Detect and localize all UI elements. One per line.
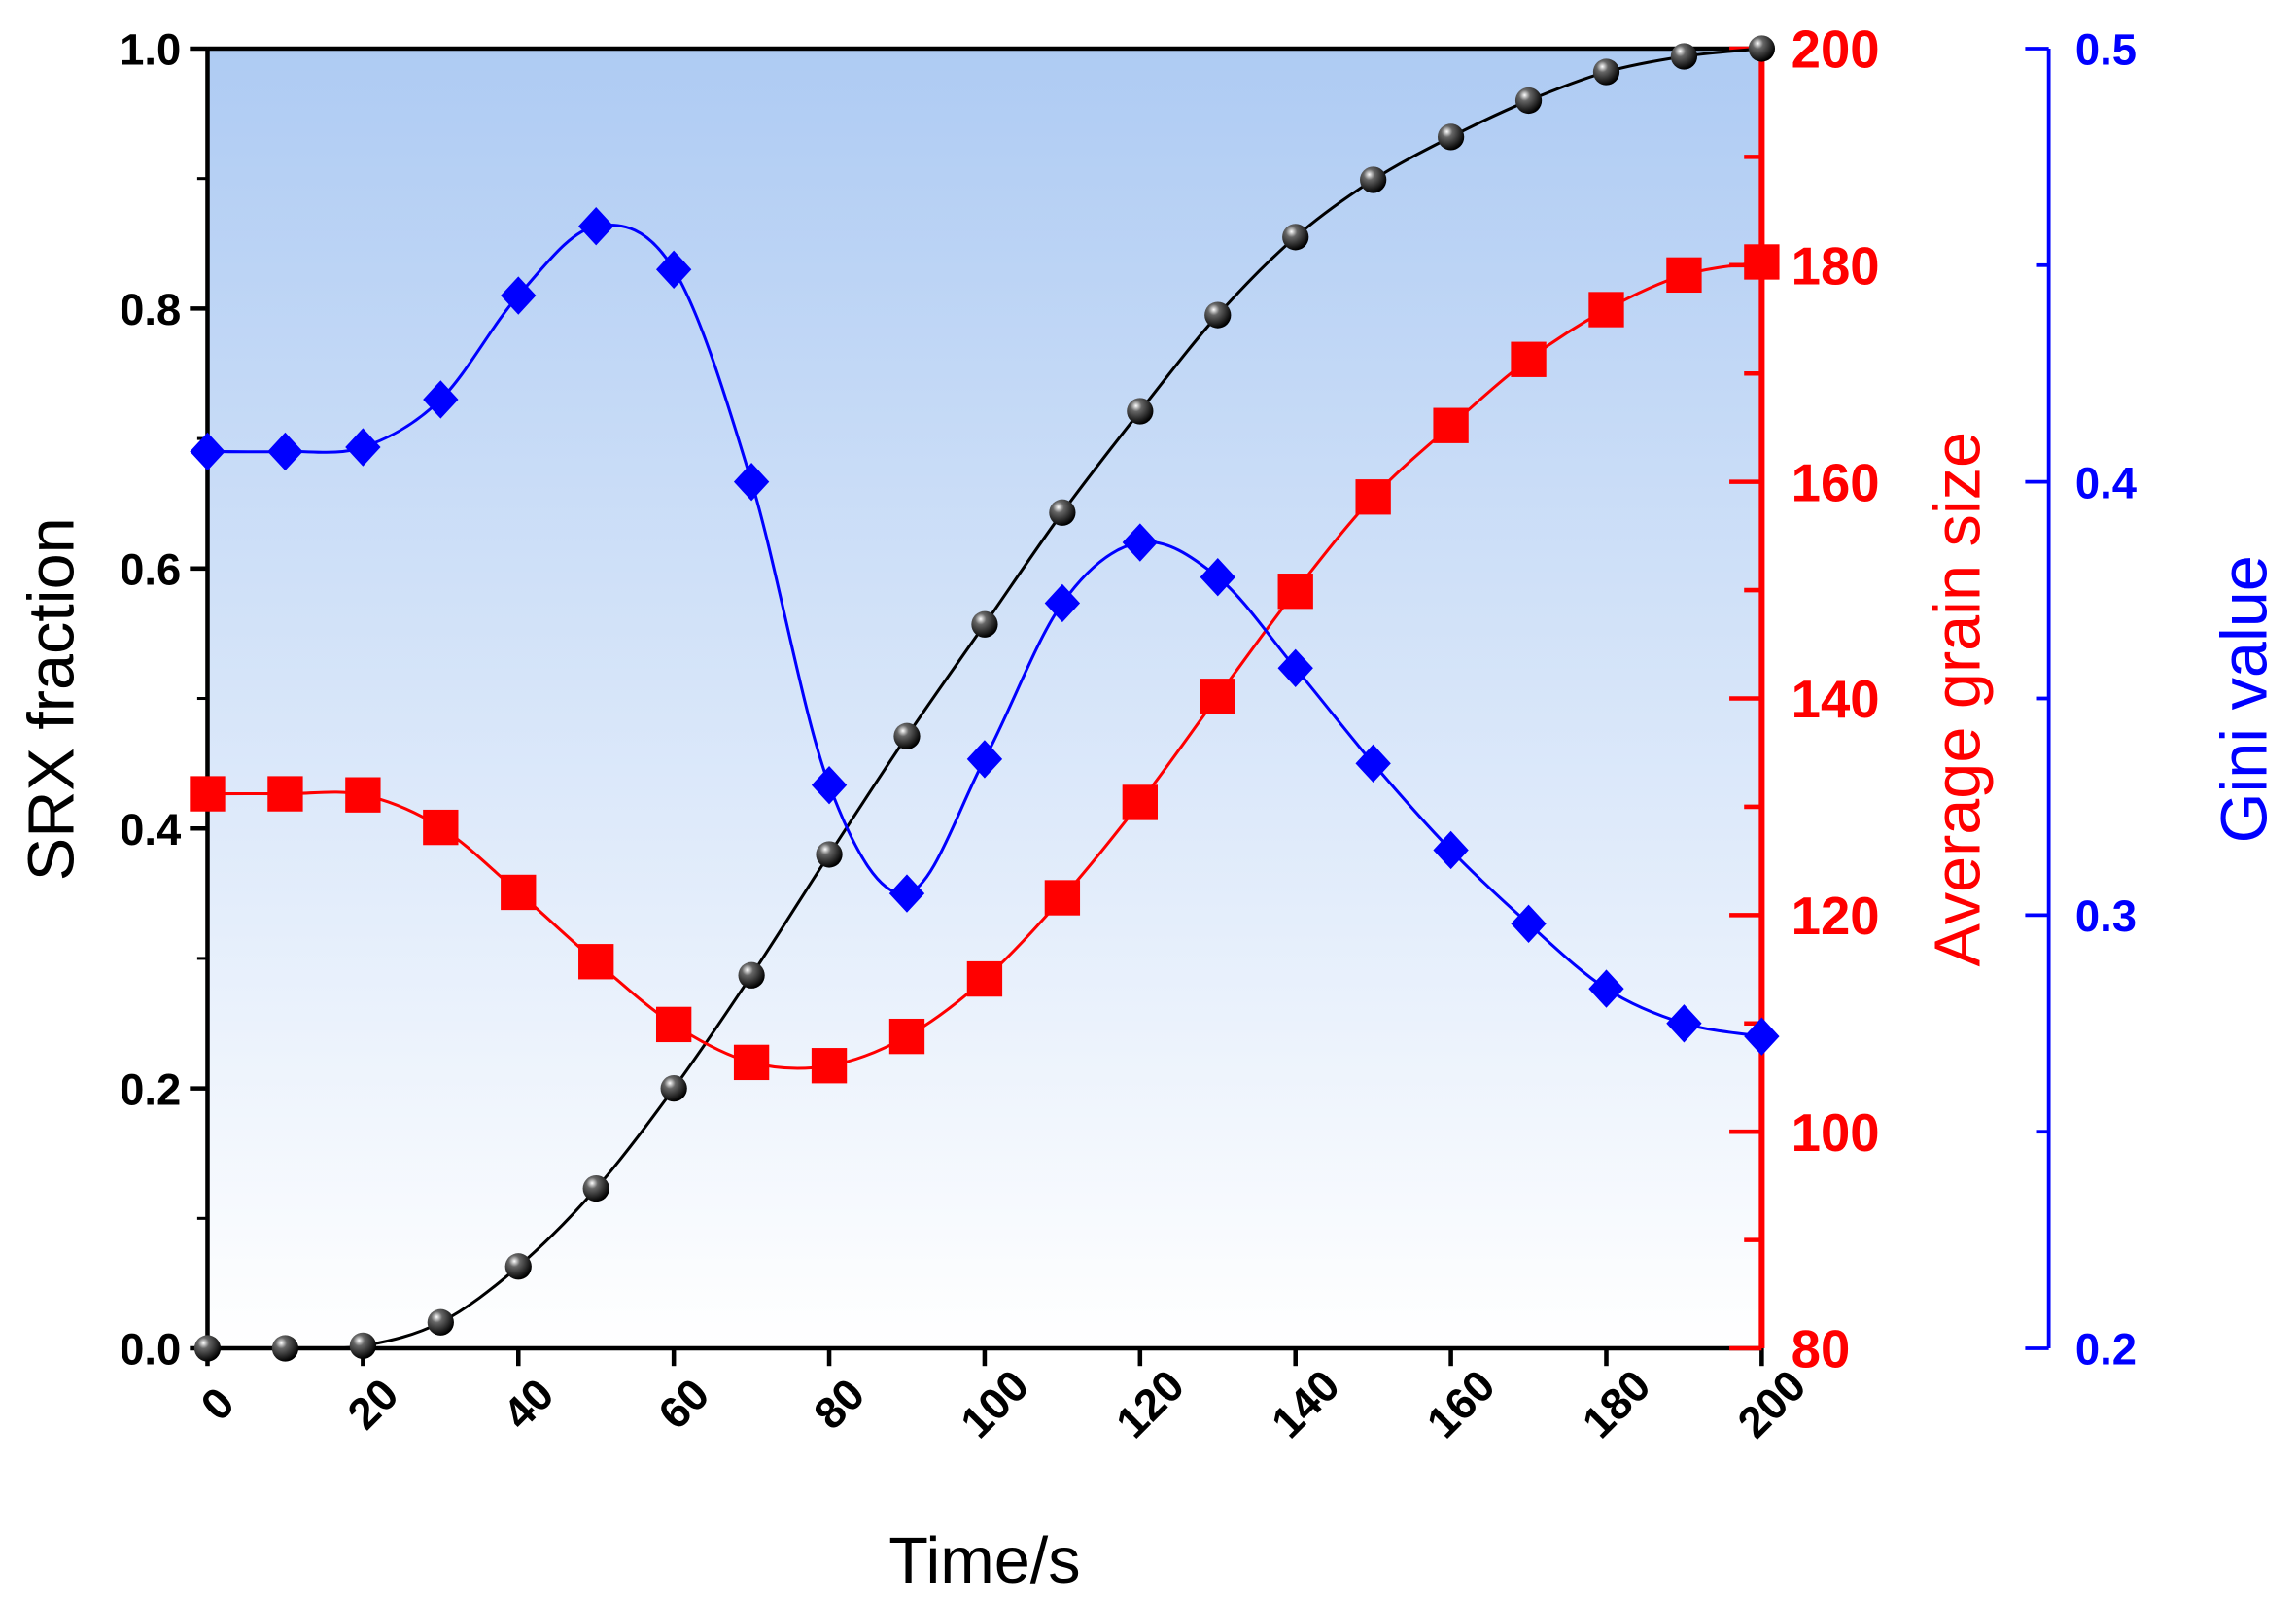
srx-fraction-point bbox=[193, 1335, 222, 1362]
average-grain-size-point bbox=[655, 1006, 692, 1043]
srx-fraction-point bbox=[971, 610, 998, 638]
gini-value-point bbox=[1355, 744, 1391, 784]
srx-fraction-point bbox=[1592, 58, 1620, 86]
gini-value-point bbox=[1200, 558, 1235, 597]
srx-fraction-point bbox=[738, 961, 765, 989]
gini-value-point bbox=[345, 428, 381, 467]
x-tick-label: 120 bbox=[1106, 1360, 1194, 1447]
left-tick-label: 0.6 bbox=[120, 544, 181, 594]
srx-fraction-point bbox=[816, 841, 843, 868]
plot-background bbox=[207, 48, 1762, 1349]
average-grain-size-point bbox=[267, 776, 303, 812]
srx-fraction-point bbox=[660, 1074, 687, 1102]
x-tick-label: 80 bbox=[804, 1369, 874, 1439]
average-grain-size-point bbox=[578, 944, 614, 980]
gini-value-point bbox=[1666, 1004, 1702, 1043]
average-grain-size-point bbox=[190, 776, 226, 812]
average-grain-size-point bbox=[1044, 880, 1081, 916]
right-tick-label: 160 bbox=[1792, 453, 1880, 512]
average-grain-size-point bbox=[1744, 244, 1780, 280]
x-tick-label: 180 bbox=[1573, 1360, 1660, 1447]
gini-value-line bbox=[207, 223, 1762, 1038]
average-grain-size-point bbox=[811, 1048, 848, 1084]
gini-value-point bbox=[1511, 904, 1547, 943]
x-tick-label: 40 bbox=[494, 1369, 564, 1439]
srx-fraction-point bbox=[1204, 301, 1232, 329]
srx-fraction-point bbox=[1049, 499, 1076, 526]
right-tick-label: 100 bbox=[1792, 1103, 1880, 1163]
left-tick-label: 0.4 bbox=[120, 805, 182, 854]
x-tick-label: 60 bbox=[649, 1369, 719, 1439]
srx-fraction-line bbox=[207, 47, 1762, 1350]
left-axis-title: SRX fraction bbox=[17, 517, 88, 881]
srx-fraction-point bbox=[427, 1308, 454, 1336]
srx-fraction-point bbox=[1670, 43, 1698, 70]
gini-value-point bbox=[1744, 1017, 1780, 1056]
left-tick-label: 0.2 bbox=[120, 1064, 181, 1114]
left-tick-label: 0.8 bbox=[120, 285, 181, 334]
gini-tick-label: 0.5 bbox=[2075, 25, 2137, 75]
srx-fraction-point bbox=[1514, 87, 1543, 115]
average-grain-size-point bbox=[1511, 341, 1547, 377]
srx-fraction-point bbox=[1282, 224, 1309, 251]
gini-value-point bbox=[733, 462, 770, 502]
x-tick-label: 100 bbox=[951, 1360, 1038, 1447]
gini-axis-title: Gini value bbox=[2209, 555, 2281, 843]
srx-fraction-point bbox=[893, 722, 921, 749]
gini-tick-label: 0.3 bbox=[2075, 891, 2137, 941]
gini-value-point bbox=[1433, 830, 1469, 870]
average-grain-size-point bbox=[888, 1018, 925, 1055]
average-grain-size-point bbox=[1355, 479, 1391, 515]
x-tick-label: 140 bbox=[1262, 1360, 1349, 1447]
srx-fraction-point bbox=[1748, 35, 1776, 62]
srx-fraction-point bbox=[349, 1332, 377, 1359]
gini-value-point bbox=[501, 276, 537, 315]
gini-value-point bbox=[267, 432, 303, 471]
right-tick-label: 180 bbox=[1792, 236, 1880, 296]
right-tick-label: 80 bbox=[1792, 1320, 1851, 1379]
left-tick-label: 0.0 bbox=[120, 1325, 181, 1375]
x-tick-label: 0 bbox=[191, 1377, 244, 1430]
average-grain-size-point bbox=[1433, 407, 1469, 443]
right-tick-label: 140 bbox=[1792, 670, 1880, 729]
gini-value-point bbox=[423, 380, 459, 419]
srx-fraction-point bbox=[1127, 398, 1154, 425]
average-grain-size-point bbox=[423, 809, 459, 846]
srx-fraction-point bbox=[271, 1335, 299, 1362]
average-grain-size-point bbox=[1122, 784, 1158, 820]
average-grain-size-point bbox=[733, 1044, 770, 1081]
right-tick-label: 200 bbox=[1792, 20, 1880, 80]
srx-fraction-point bbox=[582, 1174, 609, 1202]
average-grain-size-point bbox=[1588, 292, 1624, 328]
average-grain-size-point bbox=[1277, 574, 1313, 610]
x-axis-title: Time/s bbox=[888, 1525, 1080, 1597]
srx-fraction-point bbox=[504, 1253, 532, 1280]
average-grain-size-point bbox=[345, 777, 381, 813]
left-tick-label: 1.0 bbox=[120, 25, 181, 75]
gini-tick-label: 0.4 bbox=[2075, 458, 2138, 507]
x-tick-label: 160 bbox=[1417, 1360, 1505, 1447]
average-grain-size-point bbox=[1666, 257, 1702, 294]
average-grain-size-point bbox=[1200, 679, 1235, 714]
right-axis-title: Average grain size bbox=[1922, 432, 1994, 967]
srx-fraction-point bbox=[1360, 166, 1387, 193]
gini-value-point bbox=[1044, 583, 1081, 623]
gini-value-point bbox=[1588, 969, 1624, 1008]
x-tick-label: 20 bbox=[338, 1369, 408, 1439]
gini-value-point bbox=[811, 765, 848, 805]
gini-tick-label: 0.2 bbox=[2075, 1325, 2137, 1375]
average-grain-size-point bbox=[501, 874, 537, 911]
right-tick-label: 120 bbox=[1792, 887, 1880, 946]
srx-fraction-point bbox=[1437, 123, 1465, 151]
gini-value-point bbox=[888, 874, 925, 913]
gini-value-point bbox=[578, 207, 614, 246]
average-grain-size-point bbox=[966, 960, 1003, 997]
average-grain-size-line bbox=[207, 260, 1762, 1070]
